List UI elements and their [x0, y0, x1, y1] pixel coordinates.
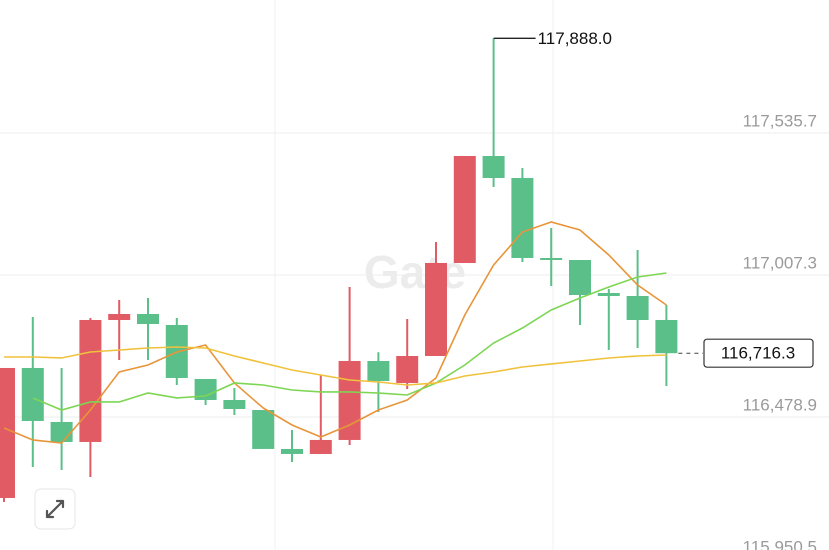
candle-body	[0, 367, 15, 498]
candle-body	[540, 257, 563, 261]
candle-body	[626, 295, 649, 320]
candle-body	[281, 448, 303, 454]
candle-body	[655, 319, 678, 354]
candle-body	[108, 313, 131, 320]
candle-body	[194, 378, 217, 400]
expand-button[interactable]	[34, 488, 76, 530]
expand-icon[interactable]	[45, 499, 65, 519]
candle-body	[50, 421, 73, 442]
candle-body	[252, 409, 275, 449]
candle-body	[482, 156, 505, 178]
moving-average-line	[32, 272, 667, 411]
high-label: 117,888.0	[538, 29, 612, 48]
y-tick-label: 115,950.5	[743, 537, 817, 550]
candle-body	[453, 156, 476, 263]
candle-body	[223, 399, 246, 409]
candle-body	[79, 319, 102, 442]
moving-average-line	[3, 221, 667, 444]
y-tick-label: 117,535.7	[743, 111, 817, 130]
candle-body	[511, 177, 534, 258]
candle-body	[21, 367, 44, 421]
moving-average-line	[4, 346, 667, 386]
last-price-label: 116,716.3	[721, 344, 795, 363]
y-tick-label: 116,478.9	[743, 395, 817, 414]
candle-body	[569, 260, 591, 295]
watermark: Gate	[364, 246, 466, 298]
candle-body	[425, 262, 447, 356]
candle-body	[367, 360, 390, 381]
candle-body	[396, 355, 419, 383]
last-price-box	[703, 338, 814, 368]
candle-body	[597, 293, 620, 296]
candle-body	[309, 439, 332, 454]
candle-body	[137, 313, 159, 324]
y-tick-label: 117,007.3	[743, 253, 817, 272]
